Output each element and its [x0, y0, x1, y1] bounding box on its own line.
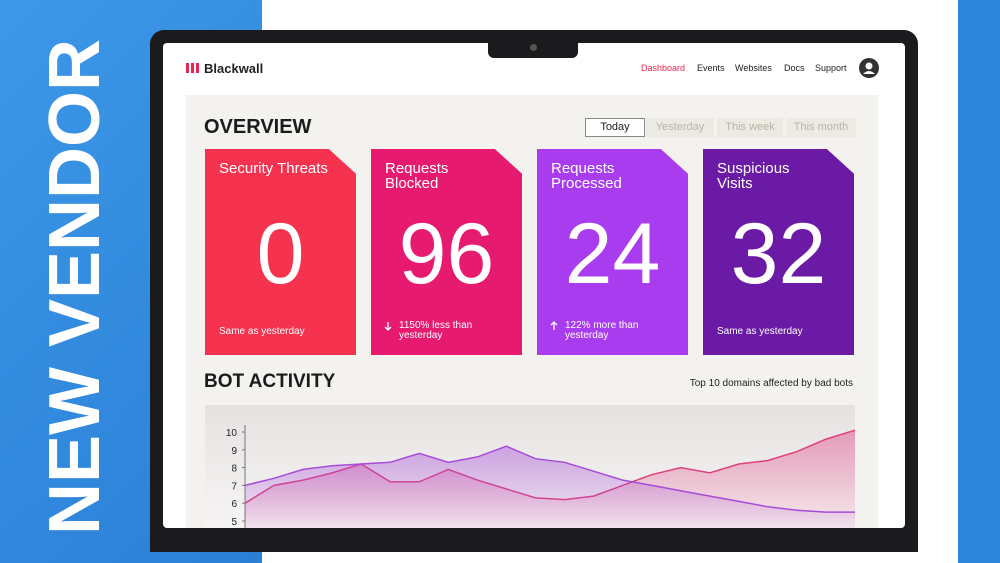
tab[interactable]: This month — [786, 118, 856, 137]
nav-link[interactable]: Websites — [735, 63, 772, 73]
card-note: 1150% less than yesterday — [399, 320, 473, 341]
camera — [530, 44, 537, 51]
banner-text: NEW VENDOR — [35, 38, 115, 536]
series-area — [245, 446, 855, 528]
stat-card: Suspicious Visits 32 Same as yesterday — [703, 149, 854, 355]
tab[interactable]: Today — [585, 118, 645, 137]
down-arrow — [384, 322, 392, 331]
laptop-bezel — [150, 528, 918, 552]
stat-card: Requests Processed 24 122% more than yes… — [537, 149, 688, 355]
y-tick-label: 9 — [231, 446, 237, 457]
tab[interactable]: This week — [717, 118, 783, 137]
nav-link[interactable]: Support — [815, 63, 847, 73]
nav-link[interactable]: Events — [697, 63, 725, 73]
tab[interactable]: Yesterday — [646, 118, 714, 137]
card-value: 0 — [256, 206, 305, 302]
card-value: 24 — [564, 206, 661, 302]
bot-title: BOT ACTIVITY — [204, 371, 336, 392]
chart: 5 6 7 8 9 10 — [205, 405, 855, 528]
stat-card: Requests Blocked 96 1150% less than yest… — [371, 149, 522, 355]
y-tick-label: 8 — [231, 464, 237, 475]
avatar[interactable] — [859, 58, 879, 78]
card-value: 32 — [730, 206, 827, 302]
series-line — [244, 445, 855, 513]
nav-link[interactable]: Dashboard — [641, 63, 686, 73]
y-tick-label: 5 — [231, 517, 237, 528]
card-note: 122% more than yesterday — [565, 320, 639, 341]
nav-link[interactable]: Docs — [784, 63, 805, 73]
card-title: Security Threats — [219, 160, 328, 177]
bot-subtitle: Top 10 domains affected by bad bots — [689, 378, 853, 389]
card-value: 96 — [398, 206, 495, 302]
card-title: Requests Processed — [551, 160, 622, 192]
card-title: Suspicious Visits — [717, 160, 790, 192]
card-note: Same as yesterday — [717, 326, 803, 337]
blue-band — [958, 0, 1000, 563]
y-tick-label: 10 — [226, 428, 238, 439]
brand-logo — [186, 63, 199, 73]
stat-card: Security Threats 0 Same as yesterday — [205, 149, 356, 355]
y-tick-label: 7 — [231, 481, 237, 492]
overview-title: OVERVIEW — [204, 116, 312, 138]
brand-name: Blackwall — [204, 61, 264, 76]
up-arrow — [550, 321, 558, 330]
card-title: Requests Blocked — [385, 160, 449, 192]
y-tick-label: 6 — [231, 499, 237, 510]
card-note: Same as yesterday — [219, 326, 305, 337]
